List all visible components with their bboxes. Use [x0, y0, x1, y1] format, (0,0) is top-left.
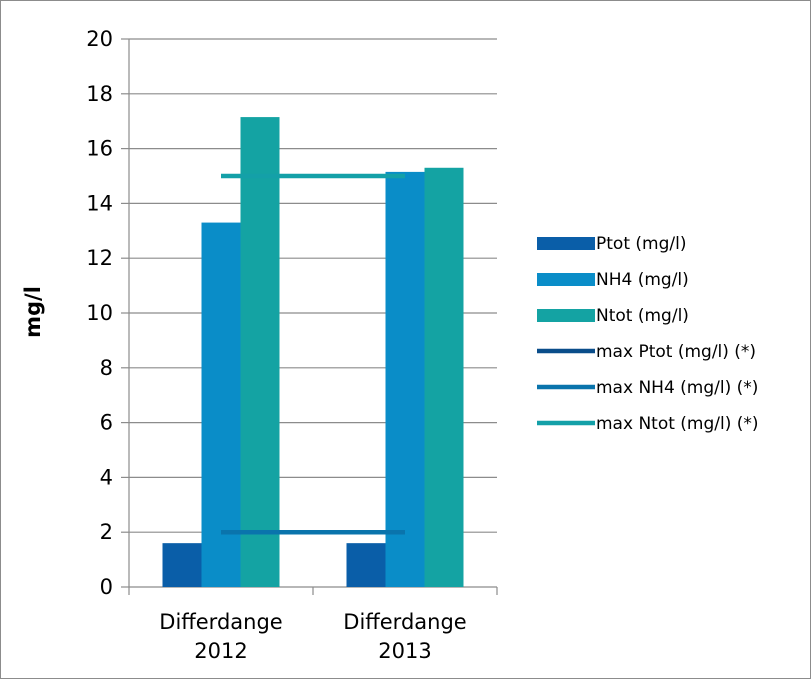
- legend-swatch: [537, 273, 595, 286]
- limit-lines: [221, 173, 405, 535]
- y-tick-label: 20: [86, 27, 113, 51]
- bar-ntot: [240, 117, 280, 587]
- legend-label: Ptot (mg/l): [596, 234, 686, 254]
- tick-labels: 0 2 4 6 8 10 12 14 16 18 20 Differdange 2012 Differda…: [86, 27, 466, 663]
- bar-nh4: [385, 171, 425, 587]
- legend-label: max Ptot (mg/l) (*): [596, 342, 756, 362]
- x-tick-label: Differdange 2013: [343, 610, 466, 663]
- bar-ptot: [162, 543, 202, 587]
- y-tick-label: 16: [86, 137, 113, 161]
- y-tick-label: 12: [86, 246, 113, 270]
- y-tick-label: 4: [100, 465, 113, 489]
- bar-ptot: [346, 543, 386, 587]
- legend-label: NH4 (mg/l): [596, 270, 689, 290]
- legend-swatch: [537, 237, 595, 250]
- y-tick-label: 6: [100, 411, 113, 435]
- bar-ntot: [424, 167, 464, 587]
- bars: [162, 117, 464, 587]
- y-tick-label: 14: [86, 191, 113, 215]
- y-tick-label: 0: [100, 575, 113, 599]
- y-tick-label: 8: [100, 356, 113, 380]
- legend-label: max Ntot (mg/l) (*): [596, 414, 759, 434]
- y-axis-label: mg/l: [21, 286, 45, 338]
- legend-swatch: [537, 309, 595, 322]
- y-tick-label: 2: [100, 520, 113, 544]
- bar-nh4: [201, 222, 241, 587]
- legend-label: Ntot (mg/l): [596, 306, 689, 326]
- y-tick-label: 18: [86, 82, 113, 106]
- legend: Ptot (mg/l) NH4 (mg/l) Ntot (mg/l) max Ptot…: [537, 234, 759, 434]
- x-tick-label: Differdange 2012: [159, 610, 282, 663]
- legend-label: max NH4 (mg/l) (*): [596, 378, 758, 398]
- y-tick-label: 10: [86, 301, 113, 325]
